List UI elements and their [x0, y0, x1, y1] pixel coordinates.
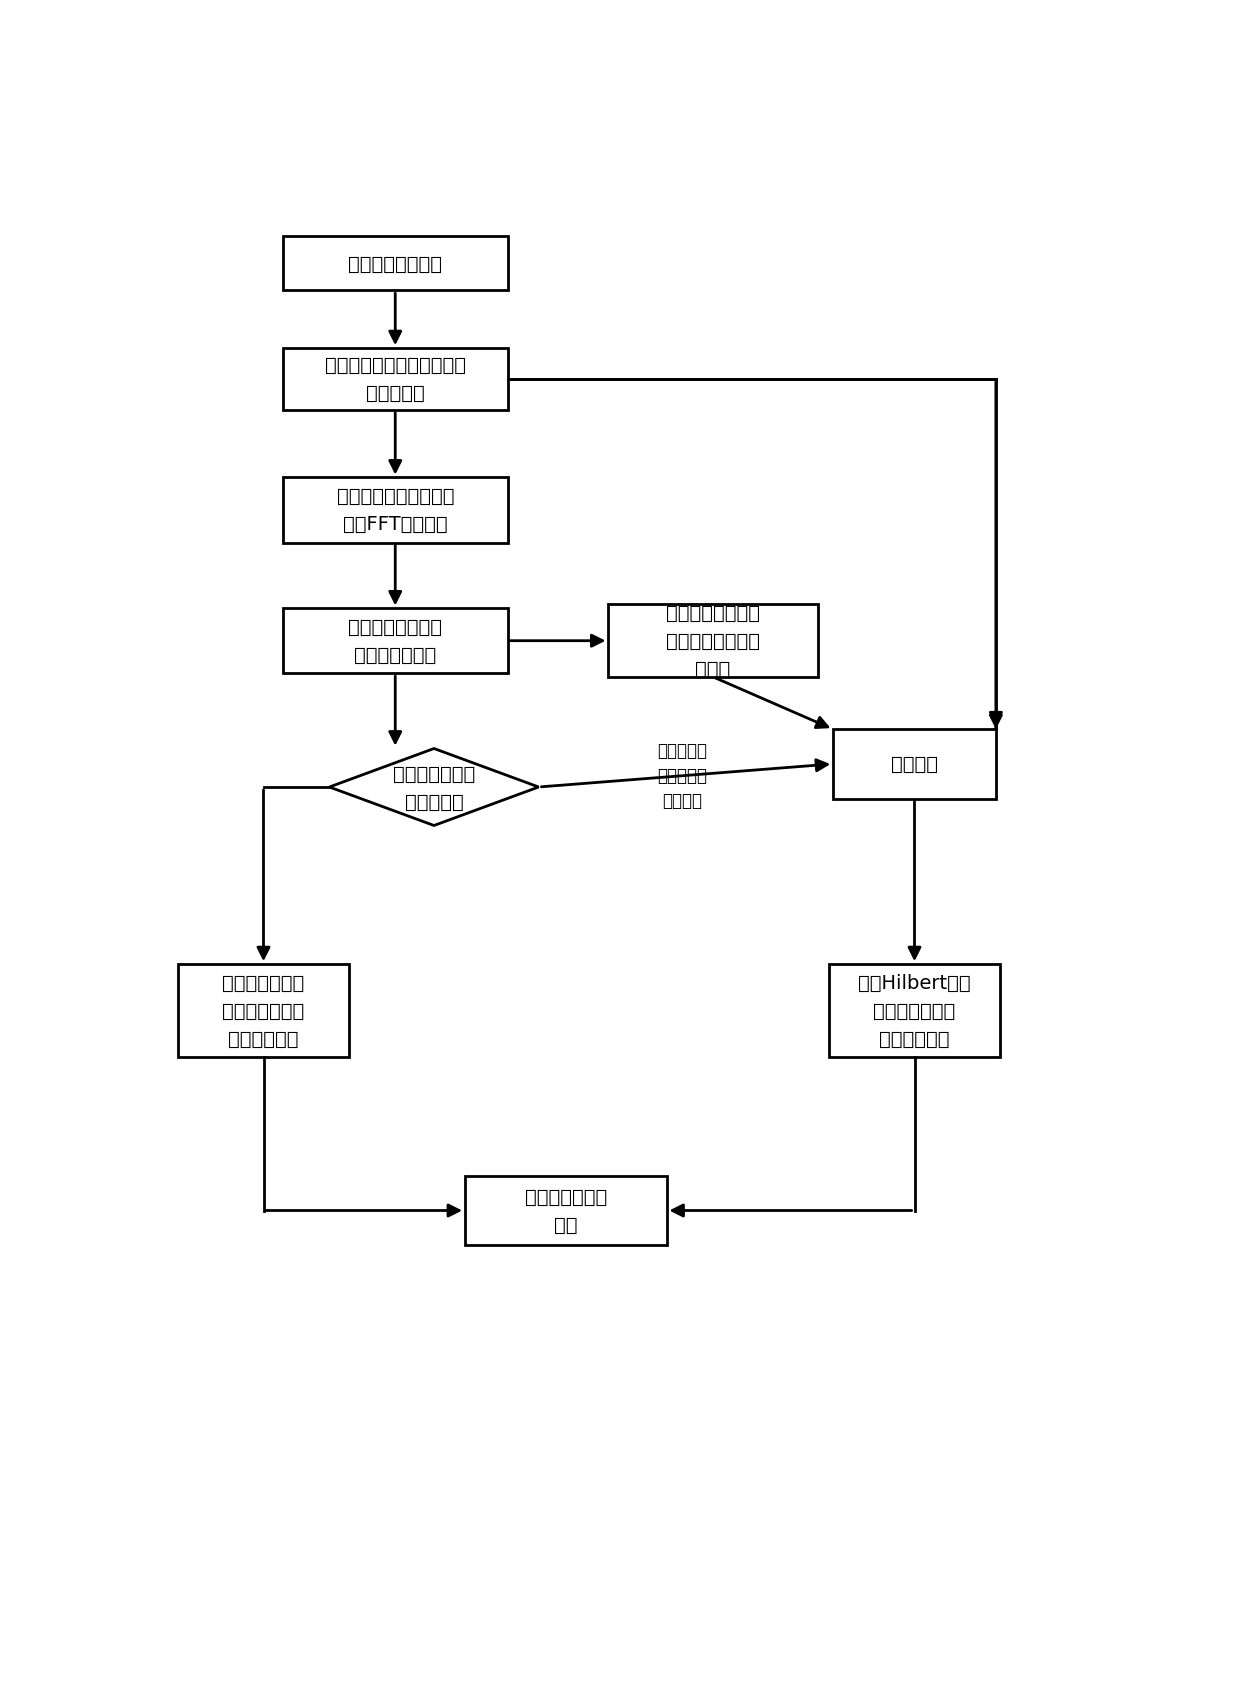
Bar	[833, 730, 996, 799]
Bar	[283, 608, 507, 674]
Text: 多路信号异步采样: 多路信号异步采样	[348, 255, 443, 274]
Bar	[830, 964, 999, 1057]
Bar	[609, 605, 817, 677]
Bar	[283, 238, 507, 291]
Bar	[283, 350, 507, 410]
Text: 根据第一此计算的
结果设定带通滤波
器参数: 根据第一此计算的 结果设定带通滤波 器参数	[666, 605, 760, 679]
Text: 缓存数据、根据
峰值变化判断中
长期变化趋势: 缓存数据、根据 峰值变化判断中 长期变化趋势	[222, 973, 305, 1049]
Text: 从计算结果中提取
次同步频率分量: 从计算结果中提取 次同步频率分量	[348, 618, 443, 665]
Bar	[283, 478, 507, 544]
Text: 对超过阈值
的通道启动
带通滤波: 对超过阈值 的通道启动 带通滤波	[657, 741, 707, 811]
Bar	[179, 964, 348, 1057]
Bar	[465, 1176, 667, 1245]
Text: 频率分量幅值是
否超过阈值: 频率分量幅值是 否超过阈值	[393, 763, 475, 811]
Text: 带通滤波: 带通滤波	[892, 755, 937, 774]
Text: 综合判断，提出
预警: 综合判断，提出 预警	[525, 1187, 606, 1235]
Text: 使用Hilbert变换
求取包络，判断
短期变化趋势: 使用Hilbert变换 求取包络，判断 短期变化趋势	[858, 973, 971, 1049]
Text: 对多通道数据采用硬件
加速FFT并行计算: 对多通道数据采用硬件 加速FFT并行计算	[336, 486, 454, 534]
Polygon shape	[330, 748, 538, 826]
Text: 数据预处理、多通道采样数
据时标对齐: 数据预处理、多通道采样数 据时标对齐	[325, 356, 466, 404]
